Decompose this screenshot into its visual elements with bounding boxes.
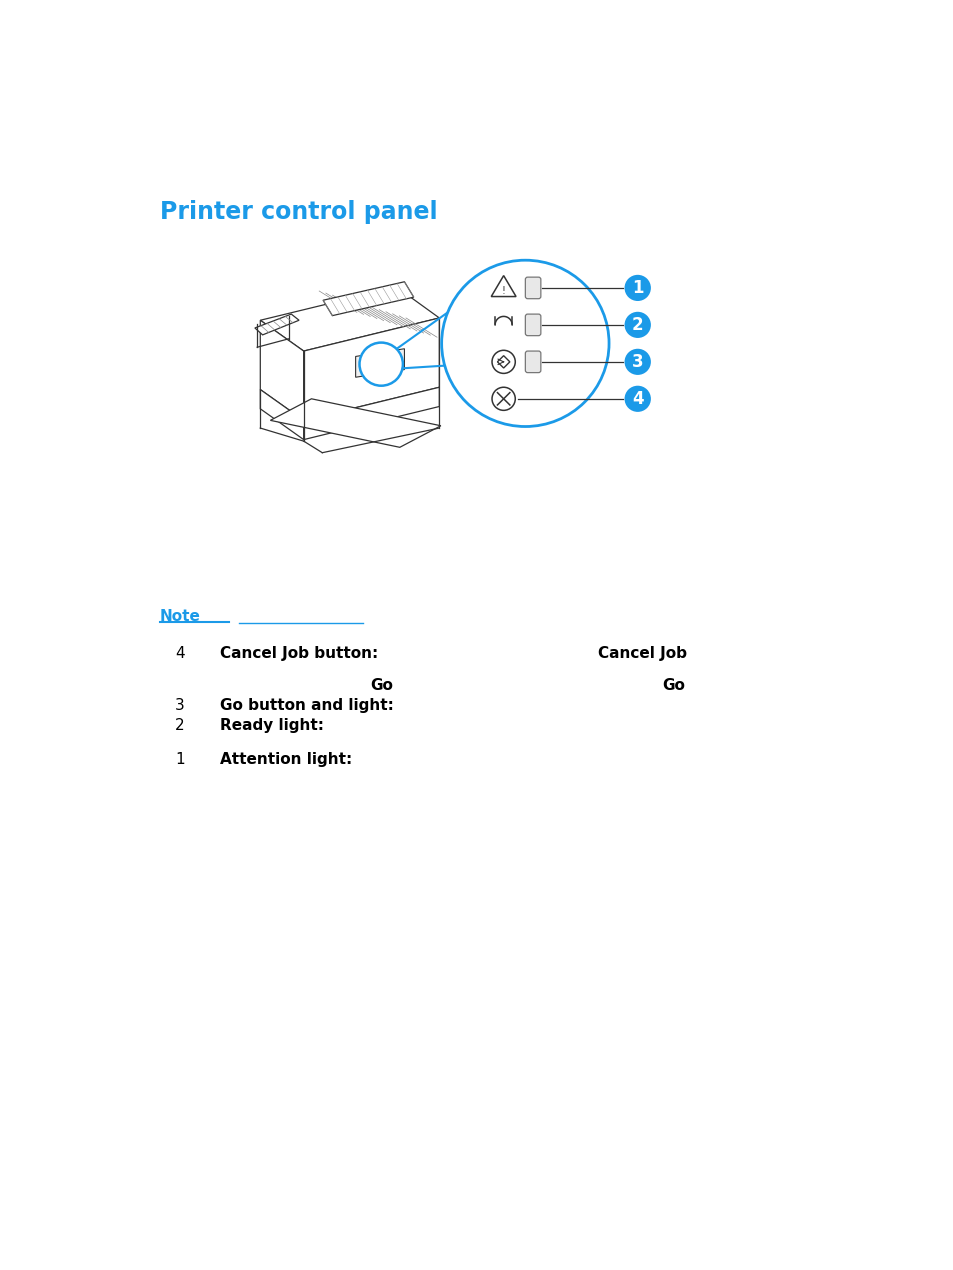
Polygon shape	[303, 318, 439, 420]
Text: 4: 4	[631, 390, 643, 408]
Polygon shape	[260, 287, 439, 351]
Text: 3: 3	[631, 353, 643, 371]
Circle shape	[624, 274, 650, 301]
Text: Cancel Job button:: Cancel Job button:	[220, 646, 377, 662]
Text: Go button and light:: Go button and light:	[220, 697, 394, 712]
Circle shape	[624, 349, 650, 375]
Text: Printer control panel: Printer control panel	[159, 201, 436, 224]
Polygon shape	[303, 387, 439, 439]
Circle shape	[441, 260, 608, 427]
FancyBboxPatch shape	[525, 351, 540, 372]
Circle shape	[624, 312, 650, 338]
Text: Ready light:: Ready light:	[220, 718, 324, 733]
Text: Go: Go	[370, 677, 393, 692]
Circle shape	[362, 361, 369, 367]
Circle shape	[624, 386, 650, 411]
Text: Go: Go	[662, 677, 685, 692]
Text: Attention light:: Attention light:	[220, 752, 352, 767]
Polygon shape	[260, 320, 303, 420]
Polygon shape	[270, 399, 440, 447]
Polygon shape	[323, 282, 414, 316]
Circle shape	[381, 357, 387, 363]
FancyBboxPatch shape	[525, 314, 540, 335]
Text: 1: 1	[174, 752, 185, 767]
Text: 3: 3	[174, 697, 185, 712]
Polygon shape	[260, 390, 303, 439]
Polygon shape	[355, 349, 404, 377]
Text: Cancel Job: Cancel Job	[597, 646, 686, 662]
FancyBboxPatch shape	[525, 277, 540, 298]
Circle shape	[359, 343, 402, 386]
Polygon shape	[254, 314, 298, 335]
Circle shape	[372, 358, 377, 364]
Text: Note: Note	[159, 610, 200, 624]
Text: 2: 2	[631, 316, 643, 334]
Text: 4: 4	[174, 646, 185, 662]
Text: 1: 1	[631, 279, 643, 297]
Text: !: !	[501, 286, 505, 296]
Text: 2: 2	[174, 718, 185, 733]
